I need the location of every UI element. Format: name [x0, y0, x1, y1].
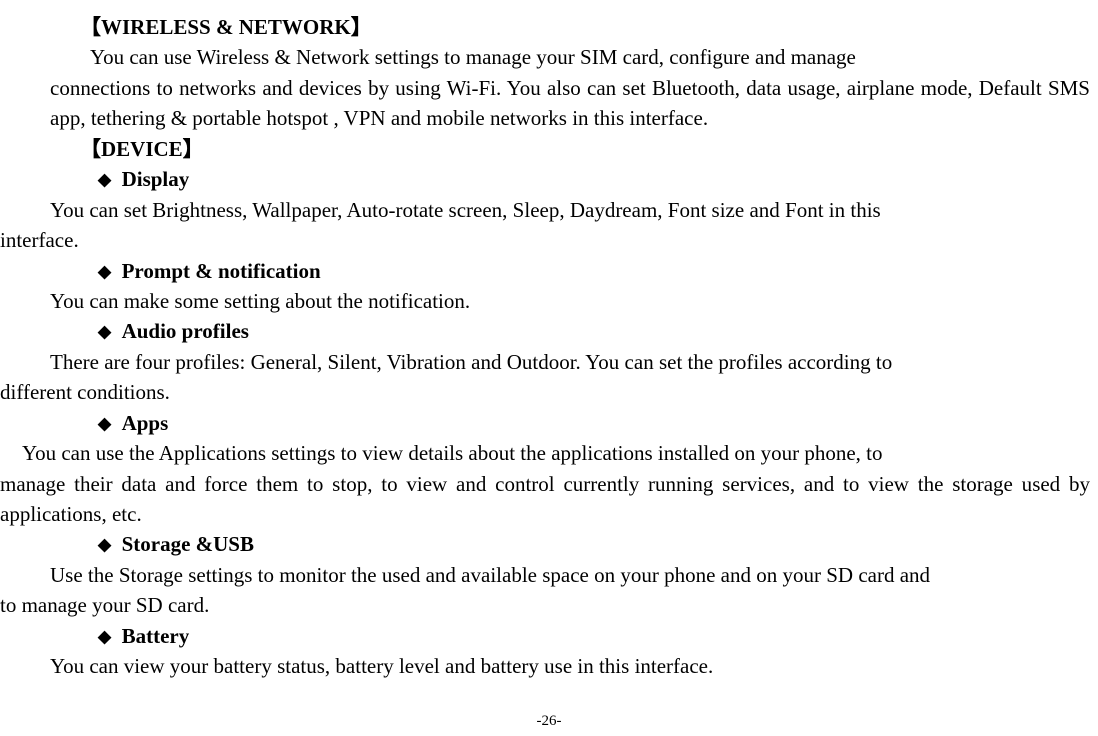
bullet-prompt: ◆ Prompt & notification: [98, 256, 1090, 286]
prompt-body: You can make some setting about the noti…: [50, 286, 1090, 316]
bullet-label: Battery: [122, 624, 190, 648]
bullet-apps: ◆ Apps: [98, 408, 1090, 438]
bullet-label: Display: [122, 167, 190, 191]
diamond-icon: ◆: [98, 322, 111, 341]
audio-body-rest: different conditions.: [0, 377, 1090, 407]
audio-body-line1: There are four profiles: General, Silent…: [50, 347, 1090, 377]
bullet-label: Apps: [122, 411, 169, 435]
storage-body-rest: to manage your SD card.: [0, 590, 1090, 620]
diamond-icon: ◆: [98, 627, 111, 646]
apps-body-rest: manage their data and force them to stop…: [0, 469, 1090, 530]
bullet-storage: ◆ Storage &USB: [98, 529, 1090, 559]
bullet-battery: ◆ Battery: [98, 621, 1090, 651]
display-body-line1: You can set Brightness, Wallpaper, Auto-…: [50, 195, 1090, 225]
diamond-icon: ◆: [98, 535, 111, 554]
section-device-header: 【DEVICE】: [80, 134, 1090, 164]
diamond-icon: ◆: [98, 262, 111, 281]
bullet-label: Prompt & notification: [122, 259, 321, 283]
apps-body: You can use the Applications settings to…: [0, 438, 1090, 468]
section-wireless-header: 【WIRELESS & NETWORK】: [80, 12, 1090, 42]
bullet-display: ◆ Display: [98, 164, 1090, 194]
section-wireless-body-rest: connections to networks and devices by u…: [50, 73, 1090, 134]
bullet-label: Storage &USB: [122, 532, 254, 556]
section-wireless-body-line1: You can use Wireless & Network settings …: [50, 42, 1090, 72]
document-body: 【WIRELESS & NETWORK】 You can use Wireles…: [0, 12, 1090, 682]
apps-body-line1: You can use the Applications settings to…: [22, 441, 883, 465]
text: You can use Wireless & Network settings …: [90, 45, 856, 69]
page-number: -26-: [0, 713, 1098, 730]
bullet-label: Audio profiles: [122, 319, 249, 343]
battery-body: You can view your battery status, batter…: [50, 651, 1090, 681]
display-body-rest: interface.: [0, 225, 1090, 255]
diamond-icon: ◆: [98, 170, 111, 189]
storage-body-line1: Use the Storage settings to monitor the …: [50, 560, 1090, 590]
diamond-icon: ◆: [98, 414, 111, 433]
bullet-audio: ◆ Audio profiles: [98, 316, 1090, 346]
